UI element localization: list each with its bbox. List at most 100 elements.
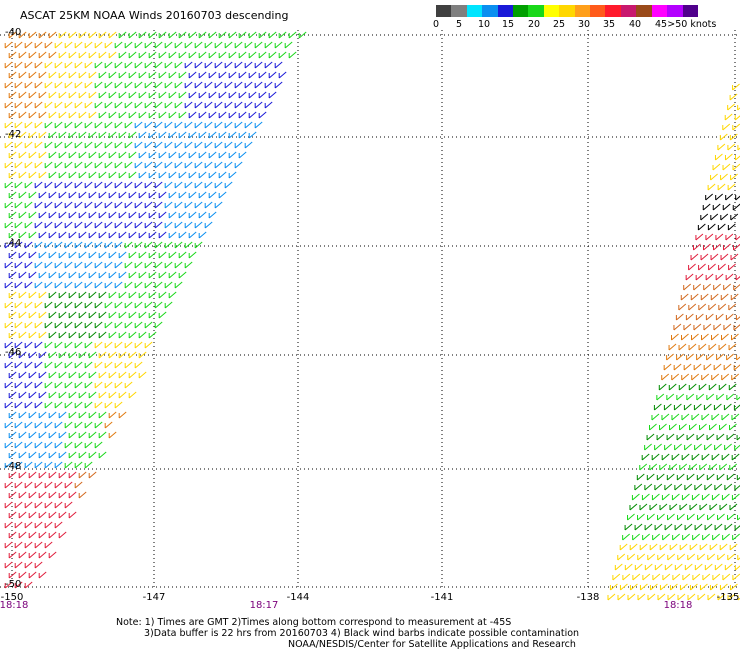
wind-barb (661, 373, 670, 381)
wind-barb (128, 211, 137, 219)
wind-barb (184, 41, 193, 49)
legend-label: 5 (455, 19, 463, 30)
wind-barb (716, 353, 724, 361)
wind-barb (174, 61, 183, 69)
wind-barb (184, 261, 193, 269)
wind-barb (637, 513, 645, 521)
wind-barb (218, 131, 227, 139)
wind-barb (104, 381, 113, 389)
wind-barb (268, 91, 277, 99)
legend-label: 45 (654, 19, 668, 30)
wind-barb (194, 141, 203, 149)
wind-barb (174, 221, 183, 229)
wind-barb (706, 353, 714, 361)
legend-labels: 0 5 10 15 20 25 30 35 40 45 >50 knots (433, 17, 716, 30)
wind-barb (28, 111, 37, 119)
wind-barb (677, 593, 686, 601)
wind-barb (28, 411, 37, 419)
wind-barb (124, 361, 133, 369)
wind-barb (104, 81, 113, 89)
wind-barb (28, 71, 37, 79)
wind-barb (644, 523, 653, 531)
wind-barb (698, 343, 707, 351)
wind-barb (244, 101, 253, 109)
wind-barb (188, 71, 197, 79)
wind-barb (8, 451, 17, 459)
wind-barb (672, 533, 680, 541)
wind-barb (654, 443, 662, 451)
wind-barb (98, 331, 107, 339)
wind-barb (154, 161, 163, 169)
wind-barb (699, 463, 708, 471)
wind-barb (713, 323, 722, 331)
wind-barb (48, 151, 57, 159)
wind-barb (188, 111, 197, 119)
wind-barb (28, 371, 37, 379)
wind-barb (24, 421, 33, 429)
wind-barb (178, 191, 187, 199)
wind-barb (48, 551, 57, 559)
wind-barb (104, 401, 113, 409)
wind-barb (128, 111, 137, 119)
wind-barb (198, 231, 207, 239)
legend-label: 30 (577, 19, 591, 30)
wind-barb (14, 481, 23, 489)
wind-barb (702, 203, 711, 211)
wind-barb (148, 91, 157, 99)
wind-barb (18, 291, 27, 299)
wind-barb (34, 461, 43, 469)
wind-barb (68, 311, 77, 319)
wind-barb (649, 423, 657, 431)
wind-barb (148, 191, 157, 199)
wind-barb (693, 403, 702, 411)
wind-barb (118, 371, 127, 379)
wind-barb (98, 391, 107, 399)
wind-barb (184, 201, 193, 209)
wind-barb (671, 453, 680, 461)
wind-barb (124, 141, 133, 149)
wind-barb (154, 281, 163, 289)
wind-barb (98, 431, 107, 439)
wind-barb (691, 333, 699, 341)
wind-barb (14, 101, 23, 109)
wind-barb (34, 481, 43, 489)
wind-barb (735, 235, 740, 241)
wind-barb (264, 101, 273, 109)
wind-barb (88, 131, 97, 139)
wind-barb (654, 523, 663, 531)
wind-barb (138, 71, 147, 79)
wind-barb (54, 421, 63, 429)
wind-barb (188, 231, 197, 239)
wind-barb (28, 271, 37, 279)
wind-barb (58, 331, 67, 339)
wind-barb (244, 61, 253, 69)
wind-barb (14, 361, 23, 369)
wind-barb (158, 231, 167, 239)
wind-barb (641, 453, 650, 461)
wind-barb (659, 543, 668, 551)
wind-barb (118, 111, 127, 119)
wind-barb (264, 81, 273, 89)
legend-label: 15 (501, 19, 515, 30)
wind-barb (8, 351, 17, 359)
wind-barb (627, 593, 636, 601)
wind-barb (34, 421, 43, 429)
wind-barb (683, 323, 692, 331)
wind-barb (4, 541, 13, 549)
wind-barb (164, 221, 173, 229)
wind-barb (188, 151, 197, 159)
wind-barb (14, 421, 23, 429)
wind-barb (114, 381, 123, 389)
wind-barb (34, 301, 43, 309)
wind-barb (108, 291, 117, 299)
wind-barb (78, 171, 87, 179)
wind-barb (44, 101, 53, 109)
wind-barb (28, 491, 37, 499)
wind-barb (104, 41, 113, 49)
wind-barb (689, 543, 698, 551)
wind-barb (24, 341, 33, 349)
wind-barb (178, 131, 187, 139)
wind-barb (84, 461, 93, 469)
wind-barb (138, 271, 147, 279)
wind-barb (228, 31, 237, 39)
